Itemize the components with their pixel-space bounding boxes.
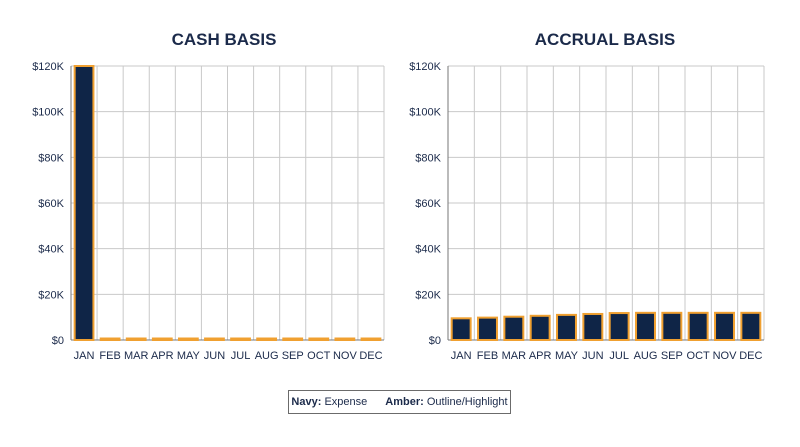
y-tick-label: $0 [429,335,441,347]
bar-oct [308,337,330,341]
bar-feb [99,337,121,341]
legend-amber-text: Outline/Highlight [426,396,508,408]
bar-jun [582,312,604,342]
cash-chart: CASH BASIS $0 $20K $40K $60K $80K $100K $120K JA… [32,30,385,362]
x-tick-label: JUN [204,350,225,362]
bar-feb [477,316,498,341]
legend-entry-amber: Amber: Outline/Highlight [385,396,507,408]
bar-may [177,337,199,341]
legend-navy-key: Navy: [291,396,322,408]
x-tick-label: NOV [333,350,358,362]
y-tick-label: $80K [38,152,64,164]
bar-jan [73,65,95,341]
x-tick-label: AUG [634,350,658,362]
bar-mar [503,315,525,341]
bar-sep [661,311,683,342]
x-tick-label: SEP [661,350,683,362]
x-tick-label: NOV [713,350,738,362]
x-tick-label: JUL [231,350,251,362]
x-tick-label: MAY [177,350,201,362]
x-tick-label: APR [529,350,552,362]
x-tick-label: OCT [307,350,331,362]
y-tick-label: $100K [409,107,441,119]
bar-aug [256,337,278,341]
y-tick-label: $40K [415,244,441,256]
accrual-chart-title: ACCRUAL BASIS [535,30,675,49]
cash-chart-title: CASH BASIS [172,30,277,49]
x-tick-label: JAN [451,350,472,362]
x-tick-label: JAN [74,350,95,362]
x-tick-label: MAR [124,350,149,362]
y-tick-label: $60K [415,198,441,210]
y-tick-label: $20K [38,289,64,301]
bar-nov [334,337,356,341]
x-tick-label: OCT [687,350,711,362]
y-tick-label: $120K [32,61,64,73]
accrual-chart: ACCRUAL BASIS $0 $20K $40K $60K $80K $100K $120… [409,30,765,362]
bar-jun [204,337,225,341]
legend-entry-navy: Navy: Expense [291,396,367,408]
bar-jan [450,317,472,341]
y-tick-label: $20K [415,289,441,301]
bar-dec [740,311,762,342]
legend-amber-key: Amber: [385,396,424,408]
bar-jul [230,337,251,341]
bar-aug [635,311,656,342]
x-tick-label: MAR [502,350,527,362]
x-tick-label: JUL [609,350,629,362]
x-tick-label: FEB [477,350,498,362]
y-tick-label: $100K [32,107,64,119]
x-tick-label: JUN [582,350,603,362]
y-tick-label: $120K [409,61,441,73]
legend-navy-text: Expense [324,396,368,408]
legend: Navy: Expense Amber: Outline/Highlight [288,390,511,414]
x-tick-label: DEC [739,350,762,362]
bar-sep [282,337,304,341]
bar-apr [151,337,173,341]
x-tick-label: DEC [359,350,382,362]
bar-jul [608,312,630,342]
bar-mar [125,337,147,341]
y-tick-label: $80K [415,152,441,164]
x-tick-label: FEB [99,350,120,362]
x-tick-label: SEP [282,350,304,362]
bar-nov [714,311,735,342]
bar-dec [360,337,382,341]
bar-may [556,313,577,341]
x-tick-label: APR [151,350,174,362]
bar-oct [687,311,709,342]
y-tick-label: $60K [38,198,64,210]
x-tick-label: MAY [555,350,579,362]
bar-apr [529,314,551,341]
y-tick-label: $40K [38,244,64,256]
y-tick-label: $0 [52,335,64,347]
x-tick-label: AUG [255,350,279,362]
